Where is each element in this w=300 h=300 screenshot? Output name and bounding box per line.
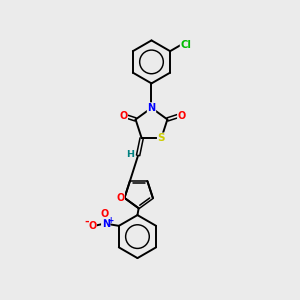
Text: -: - [85, 217, 89, 227]
Text: +: + [107, 216, 114, 225]
Text: S: S [158, 133, 165, 143]
Text: O: O [88, 220, 96, 230]
Text: O: O [100, 208, 108, 219]
Text: O: O [119, 111, 128, 121]
Text: N: N [102, 219, 110, 229]
Text: N: N [147, 103, 156, 113]
Text: Cl: Cl [180, 40, 191, 50]
Text: O: O [178, 111, 186, 121]
Text: H: H [126, 150, 134, 159]
Text: O: O [116, 193, 124, 203]
